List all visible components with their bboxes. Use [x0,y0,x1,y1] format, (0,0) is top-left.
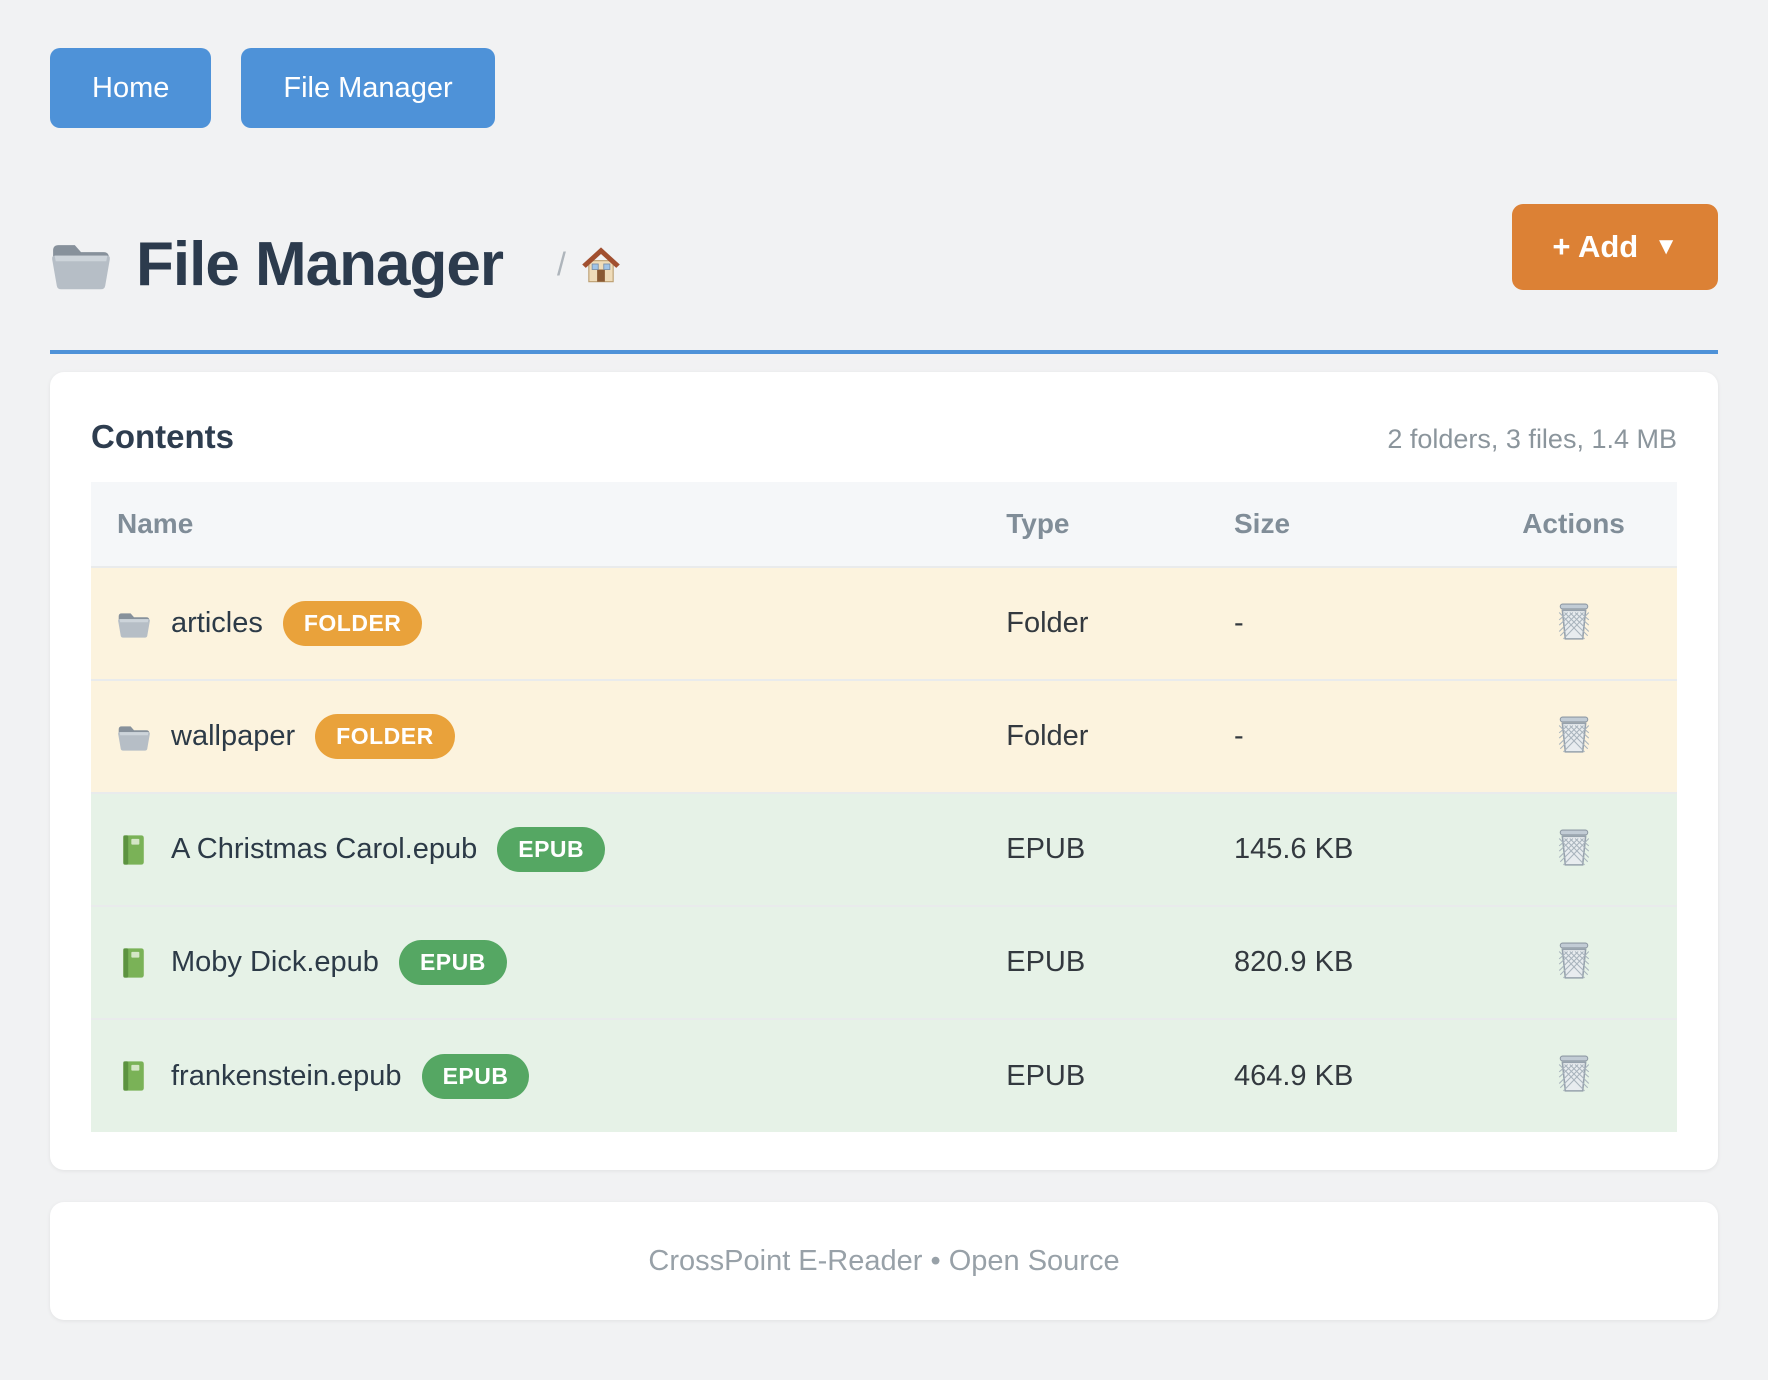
table-row: A Christmas Carol.epub EPUB EPUB 145.6 K… [91,793,1677,906]
size-cell: 145.6 KB [1233,833,1354,865]
files-table: Name Type Size Actions articles FOLDER F… [91,482,1677,1132]
file-name-link[interactable]: frankenstein.epub [171,1059,402,1092]
title-group: File Manager / [50,229,622,300]
type-cell: EPUB [1006,833,1086,865]
column-header-size: Size [1233,508,1291,539]
trash-icon [1557,942,1591,980]
type-badge: FOLDER [282,601,423,646]
title-divider [50,350,1718,354]
house-icon [580,244,622,284]
page-title: File Manager [136,229,504,299]
contents-card-header: Contents 2 folders, 3 files, 1.4 MB [91,418,1677,456]
delete-button[interactable] [1553,712,1595,758]
file-name-link[interactable]: wallpaper [171,720,296,752]
top-nav: Home File Manager [50,0,1718,128]
footer-card: CrossPoint E-Reader • Open Source [50,1202,1718,1320]
delete-button[interactable] [1553,1051,1595,1097]
delete-button[interactable] [1553,599,1595,645]
column-header-type: Type [1006,508,1070,539]
type-cell: EPUB [1006,946,1086,978]
footer-text: CrossPoint E-Reader • Open Source [648,1244,1120,1277]
trash-icon [1557,603,1591,641]
type-badge: EPUB [398,940,507,985]
table-row: Moby Dick.epub EPUB EPUB 820.9 KB [91,906,1677,1019]
book-icon [117,1060,151,1092]
trash-icon [1557,1055,1591,1093]
chevron-down-icon: ▼ [1654,233,1678,260]
book-icon [117,834,151,866]
column-header-name: Name [117,508,194,539]
delete-button[interactable] [1553,825,1595,871]
table-row: wallpaper FOLDER Folder - [91,680,1677,793]
size-cell: 464.9 KB [1233,1059,1354,1092]
type-badge: EPUB [421,1053,530,1099]
trash-icon [1557,829,1591,867]
table-header-row: Name Type Size Actions [91,482,1677,567]
nav-button-file-manager[interactable]: File Manager [241,48,495,128]
column-header-actions: Actions [1522,508,1625,539]
contents-summary: 2 folders, 3 files, 1.4 MB [1387,424,1677,454]
trash-icon [1557,716,1591,754]
file-name-link[interactable]: Moby Dick.epub [171,946,379,978]
file-name-link[interactable]: articles [171,607,263,639]
page: Home File Manager File Manager / + Add ▼… [50,0,1718,1320]
page-header: File Manager / + Add ▼ [50,204,1718,324]
type-cell: Folder [1006,720,1089,752]
book-icon [117,947,151,979]
nav-button-home[interactable]: Home [50,48,212,128]
type-cell: EPUB [1006,1059,1086,1092]
size-cell: - [1233,607,1244,639]
type-cell: Folder [1006,607,1089,639]
folder-icon [50,238,112,291]
breadcrumb-home-link[interactable] [580,244,622,284]
size-cell: 820.9 KB [1233,946,1354,978]
breadcrumb: / [557,244,622,284]
add-button-label: + Add [1552,229,1639,264]
folder-icon [117,721,151,753]
table-row: articles FOLDER Folder - [91,567,1677,680]
type-badge: EPUB [497,827,606,872]
contents-card: Contents 2 folders, 3 files, 1.4 MB Name… [50,372,1718,1170]
contents-title: Contents [91,418,234,455]
delete-button[interactable] [1553,938,1595,984]
breadcrumb-separator: / [557,245,566,282]
size-cell: - [1233,720,1244,752]
file-name-link[interactable]: A Christmas Carol.epub [171,833,478,865]
type-badge: FOLDER [315,714,455,759]
add-button[interactable]: + Add ▼ [1512,204,1718,290]
table-row: frankenstein.epub EPUB EPUB 464.9 KB [91,1019,1677,1132]
folder-icon [117,608,151,640]
